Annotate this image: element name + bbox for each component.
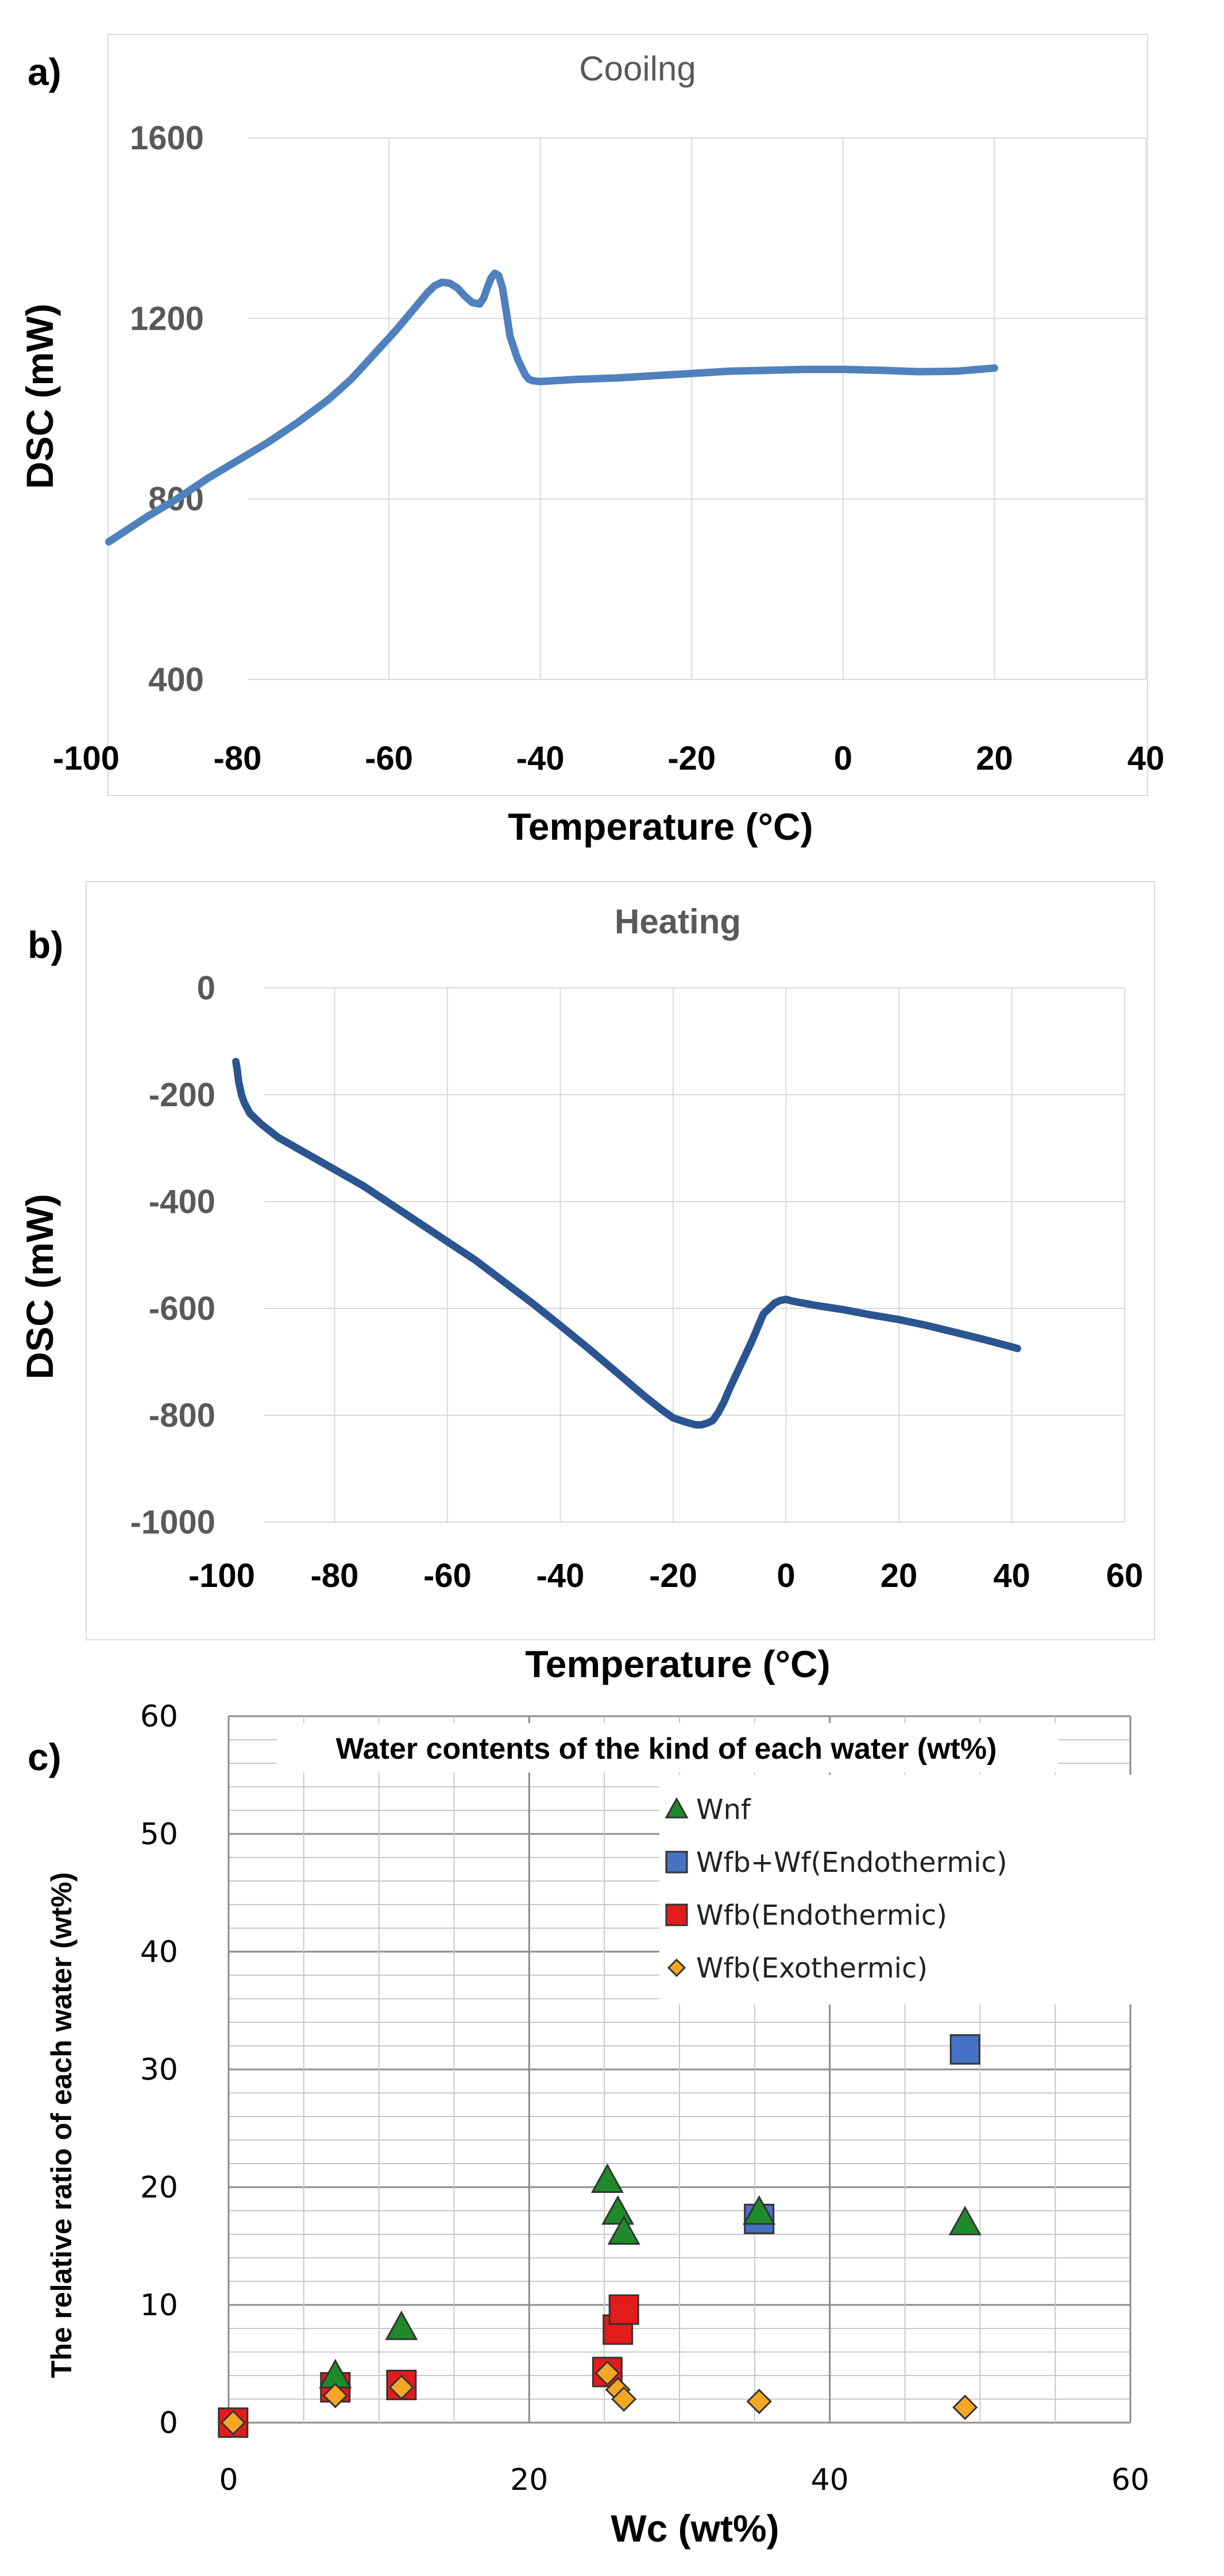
chart-a-xtick-4: -20 (667, 740, 716, 777)
chart-a-ylabel: DSC (mW) (18, 304, 61, 489)
chart-b-ytick-4: -200 (149, 1076, 215, 1114)
chart-c-point-s0-3 (601, 2195, 635, 2225)
chart-c-points (218, 2034, 982, 2438)
chart-b-series-line (232, 1057, 1021, 1429)
chart-c-point-s2-5 (608, 2294, 639, 2325)
chart-b-xtick-3: -40 (536, 1557, 585, 1594)
chart-c-ytick-labels: 0 10 20 30 40 50 60 (140, 1700, 178, 2440)
chart-c-point-s3-5 (611, 2386, 637, 2412)
chart-c-legend: Wnf Wfb+Wf(Endothermic) Wfb(Endothermic) Wf… (659, 1775, 1171, 2005)
chart-c-xtick-1: 20 (510, 2463, 548, 2497)
chart-c-legend-label-0: Wnf (696, 1794, 751, 1826)
chart-a-xtick-7: 40 (1128, 740, 1165, 777)
chart-b-ytick-2: -600 (149, 1290, 215, 1327)
chart-a-title: Cooilng (579, 49, 696, 88)
chart-c-point-s3-3 (594, 2360, 620, 2386)
chart-c-xtick-2: 40 (811, 2463, 849, 2497)
chart-b-xtick-2: -60 (423, 1557, 472, 1594)
chart-b-ytick-5: 0 (197, 970, 215, 1007)
chart-c-xlabel: Wc (wt%) (611, 2507, 779, 2550)
chart-a-xtick-5: 0 (834, 740, 852, 777)
chart-a-series-line (105, 269, 998, 546)
chart-c-xtick-labels: 0 20 40 60 (219, 2463, 1149, 2497)
chart-a-xtick-6: 20 (976, 740, 1013, 777)
chart-c-ytick-3: 30 (140, 2053, 178, 2087)
chart-a-ytick-3: 1600 (130, 119, 204, 157)
chart-c-legend-label-1: Wfb+Wf(Endothermic) (696, 1847, 1007, 1879)
chart-b-xtick-0: -100 (188, 1557, 255, 1594)
chart-b-grid (264, 987, 1125, 1523)
chart-b-xtick-5: 0 (777, 1557, 795, 1594)
chart-c-point-s0-2 (590, 2163, 624, 2193)
chart-c-ytick-5: 50 (140, 1817, 178, 1852)
chart-c-point-s3-0 (220, 2409, 246, 2436)
chart-c-title-box (277, 1723, 1058, 1772)
chart-c-xtick-3: 60 (1111, 2463, 1149, 2497)
chart-a-xtick-0: -100 (53, 740, 119, 777)
chart-c-point-s3-7 (952, 2395, 978, 2420)
chart-b-xtick-8: 60 (1106, 1557, 1144, 1594)
chart-c-point-s3-1 (322, 2382, 348, 2408)
chart-b-xtick-1: -80 (311, 1557, 359, 1594)
chart-c-legend-label-2: Wfb(Endothermic) (696, 1899, 947, 1932)
chart-c-point-s1-1 (949, 2034, 980, 2065)
chart-b-ytick-labels: -1000 -800 -600 -400 -200 0 (130, 970, 215, 1541)
chart-c-legend-marker-3 (667, 1958, 686, 1978)
chart-c-legend-marker-1 (665, 1851, 688, 1874)
chart-c-legend-box (659, 1775, 1171, 2005)
chart-c-point-s3-6 (746, 2388, 772, 2415)
chart-b-ylabel: DSC (mW) (18, 1194, 61, 1380)
chart-c-ytick-4: 40 (140, 1935, 178, 1969)
chart-b-ytick-0: -1000 (130, 1504, 215, 1541)
chart-a-area (107, 34, 1148, 796)
chart-c-xtick-0: 0 (219, 2463, 238, 2497)
chart-c-ylabel: The relative ratio of each water (wt%) (45, 1872, 78, 2378)
chart-c-point-s0-4 (607, 2215, 640, 2245)
chart-a-xtick-1: -80 (214, 740, 262, 777)
chart-a-xtick-3: -40 (516, 740, 565, 777)
chart-c-point-s0-5 (743, 2195, 776, 2225)
chart-a-ytick-0: 400 (148, 661, 204, 698)
chart-b-title: Heating (615, 902, 741, 941)
chart-b-area (86, 881, 1155, 1640)
chart-c-ytick-1: 10 (140, 2288, 178, 2323)
chart-b-ytick-1: -800 (149, 1397, 215, 1434)
chart-a-xlabel: Temperature (°C) (508, 805, 813, 848)
chart-b-xtick-7: 40 (993, 1557, 1030, 1594)
chart-c-point-s3-2 (388, 2374, 415, 2400)
chart-b-xlabel: Temperature (°C) (525, 1643, 830, 1685)
chart-b-xtick-4: -20 (649, 1557, 697, 1594)
panel-c-label: c) (28, 1736, 61, 1778)
chart-a-grid (248, 137, 1146, 680)
chart-c-ytick-0: 0 (159, 2406, 178, 2440)
chart-c-ytick-6: 60 (140, 1700, 178, 1734)
chart-c-legend-marker-0 (665, 1797, 689, 1818)
chart-a-ytick-2: 1200 (130, 300, 204, 337)
chart-b-ytick-3: -400 (149, 1183, 215, 1221)
chart-c-legend-label-3: Wfb(Exothermic) (696, 1952, 928, 1984)
chart-c-ytick-2: 20 (140, 2171, 178, 2205)
chart-b-xtick-labels: -100 -80 -60 -40 -20 0 20 40 60 (188, 1557, 1143, 1594)
panel-a-label: a) (28, 51, 61, 93)
chart-a-xtick-labels: -100 -80 -60 -40 -20 0 20 40 (53, 740, 1164, 777)
panel-c: c) 0 10 20 30 40 50 60 0 20 40 60 Water contents … (28, 1700, 1171, 2550)
chart-c-title: Water contents of the kind of each water… (336, 1732, 997, 1766)
chart-a-xtick-2: -60 (365, 740, 413, 777)
chart-c-point-s0-6 (948, 2206, 982, 2235)
chart-c-point-s0-1 (385, 2310, 418, 2341)
chart-c-legend-marker-2 (665, 1903, 688, 1926)
chart-b-xtick-6: 20 (881, 1557, 918, 1594)
panel-b-label: b) (28, 924, 63, 966)
